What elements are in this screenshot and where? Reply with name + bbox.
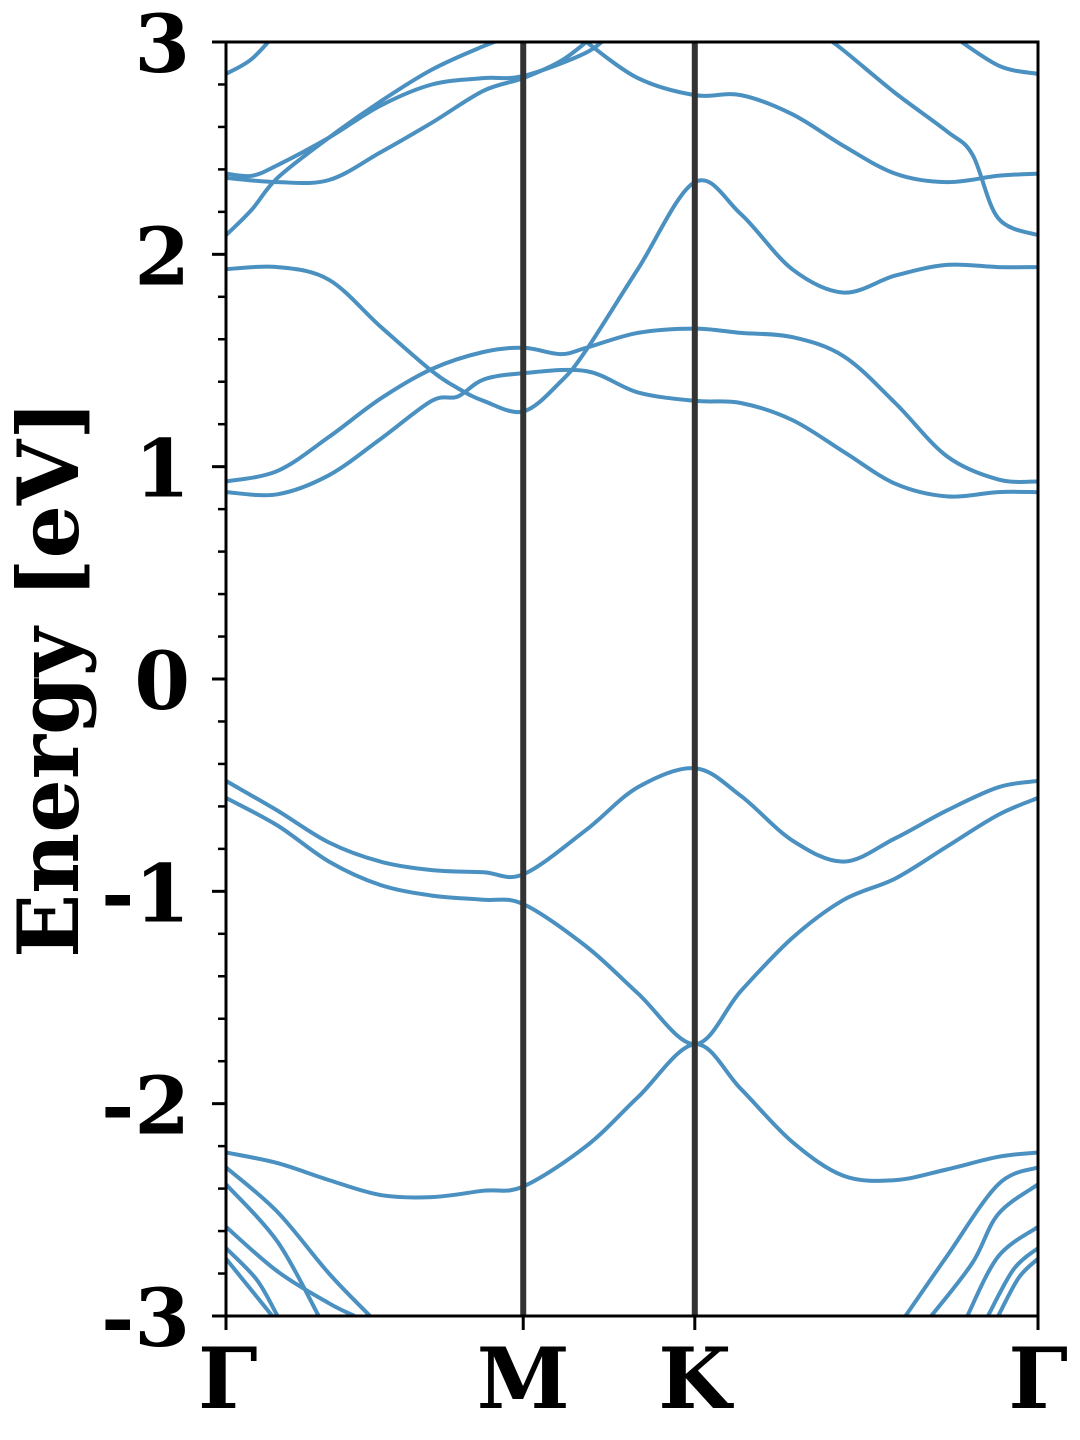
y-tick-label: 0 bbox=[134, 634, 190, 728]
x-tick-label-1: Γ bbox=[198, 1329, 258, 1428]
band-line-11 bbox=[829, 42, 1038, 238]
k-point-lines bbox=[520, 42, 698, 1316]
band-line-12 bbox=[226, 42, 271, 76]
y-tick-label: 1 bbox=[134, 422, 190, 516]
y-tick-label: 3 bbox=[134, 0, 190, 91]
band-line-17 bbox=[226, 1246, 280, 1316]
band-line-22 bbox=[986, 1246, 1038, 1316]
x-tick-label-2: M bbox=[477, 1329, 570, 1428]
band-line-15 bbox=[226, 1183, 321, 1316]
y-tick-label: 2 bbox=[134, 209, 190, 303]
band-line-7 bbox=[226, 42, 500, 237]
band-line-1 bbox=[226, 1042, 1038, 1200]
y-tick-label: -1 bbox=[101, 846, 190, 940]
band-line-13 bbox=[958, 42, 1038, 76]
band-line-6 bbox=[226, 178, 1038, 415]
band-line-3 bbox=[226, 796, 1038, 1047]
x-tick-label-3: K bbox=[658, 1329, 734, 1428]
y-axis-label: Energy [eV] bbox=[0, 400, 98, 958]
band-line-9 bbox=[226, 42, 588, 186]
y-tick-label: -3 bbox=[101, 1271, 190, 1365]
band-line-21 bbox=[965, 1225, 1038, 1316]
band-line-10 bbox=[585, 42, 1038, 185]
band-line-23 bbox=[996, 1257, 1038, 1316]
plot-frame bbox=[224, 40, 1040, 1318]
y-tick-label: -2 bbox=[101, 1059, 190, 1153]
band-line-18 bbox=[226, 1257, 274, 1316]
band-line-20 bbox=[929, 1182, 1038, 1316]
band-line-2 bbox=[226, 766, 1038, 880]
band-line-5 bbox=[226, 326, 1038, 484]
band-line-8 bbox=[226, 42, 605, 179]
bands-group bbox=[226, 42, 1038, 1316]
band-line-4 bbox=[226, 367, 1038, 499]
band-line-16 bbox=[226, 1225, 356, 1316]
x-tick-label-4: Γ bbox=[1008, 1329, 1068, 1428]
band-line-19 bbox=[903, 1165, 1038, 1316]
band-line-14 bbox=[226, 1165, 372, 1316]
y-ticks: -3 -2 -1 0 1 2 3 bbox=[101, 0, 226, 1365]
